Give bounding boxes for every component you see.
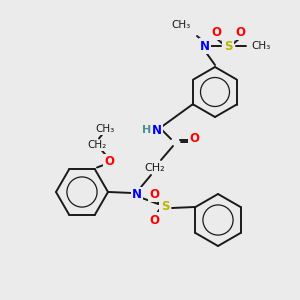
Text: O: O	[149, 214, 159, 226]
Text: CH₃: CH₃	[251, 41, 270, 51]
Text: O: O	[189, 131, 199, 145]
Text: H: H	[142, 125, 152, 135]
Text: S: S	[224, 40, 232, 52]
Text: O: O	[211, 26, 221, 38]
Text: N: N	[152, 124, 162, 136]
Text: CH₂: CH₂	[87, 140, 106, 151]
Text: CH₃: CH₃	[95, 124, 115, 134]
Text: N: N	[200, 40, 210, 52]
Text: O: O	[104, 155, 114, 168]
Text: CH₃: CH₃	[172, 20, 191, 30]
Text: O: O	[235, 26, 245, 38]
Text: N: N	[132, 188, 142, 202]
Text: O: O	[149, 188, 159, 200]
Text: S: S	[161, 200, 169, 214]
Text: CH₂: CH₂	[145, 163, 165, 173]
